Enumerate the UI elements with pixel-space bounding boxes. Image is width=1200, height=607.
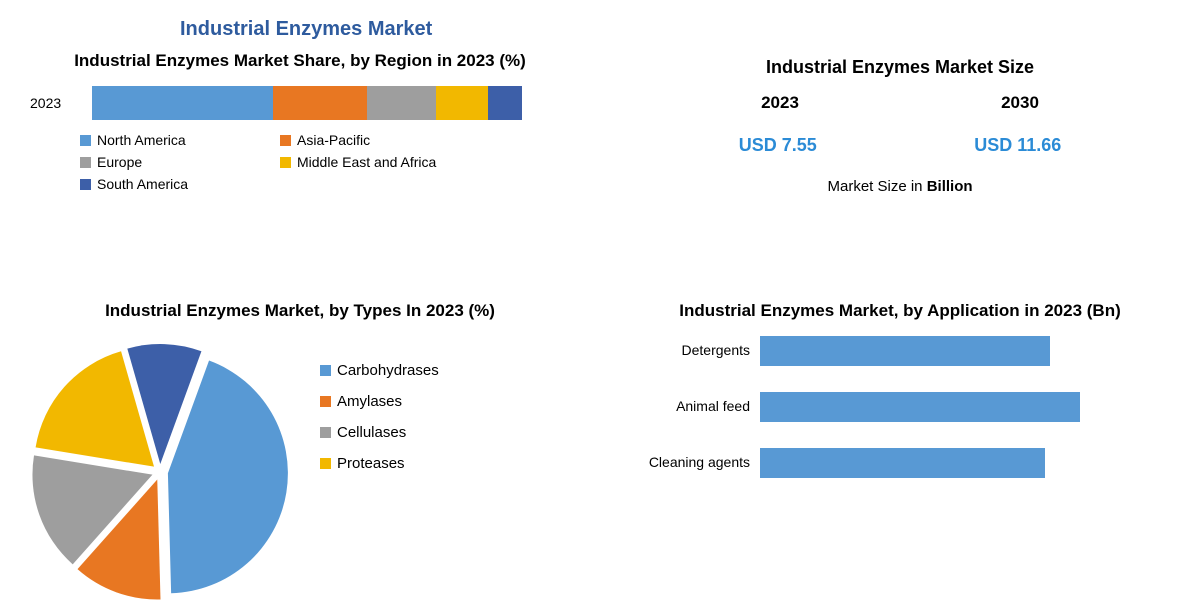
hbar-label: Cleaning agents [640,455,760,470]
legend-label: Europe [97,154,142,170]
hbar-fill [760,448,1045,478]
types-legend-item-0: Carbohydrases [320,362,500,379]
region-stacked-bar [92,86,522,120]
size-years-row: 2023 2030 [660,93,1140,113]
size-year-1: 2030 [1001,93,1039,113]
application-panel: Industrial Enzymes Market, by Applicatio… [600,300,1200,600]
size-value-1: USD 11.66 [974,135,1061,156]
legend-label: Middle East and Africa [297,154,436,170]
types-pie-chart [30,342,290,602]
application-hbar-chart: Detergents Animal feed Cleaning agents [640,336,1160,478]
legend-label: Amylases [337,393,402,410]
types-legend-item-3: Proteases [320,455,500,472]
legend-label: North America [97,132,186,148]
region-year-label: 2023 [30,95,80,111]
region-legend: North America Asia-Pacific Europe Middle Ea… [80,132,570,192]
market-size-panel: Industrial Enzymes Market Size 2023 2030… [600,50,1200,300]
region-segment-1 [273,86,368,120]
size-title: Industrial Enzymes Market Size [660,56,1140,79]
region-legend-item-4: South America [80,176,260,192]
stacked-bar-wrap: 2023 [30,86,570,120]
size-unit-bold: Billion [927,178,973,195]
hbar-track [760,392,1160,422]
legend-label: Proteases [337,455,405,472]
types-title: Industrial Enzymes Market, by Types In 2… [20,300,580,322]
region-legend-item-0: North America [80,132,260,148]
hbar-label: Detergents [640,343,760,358]
region-segment-3 [436,86,488,120]
types-body: Carbohydrases Amylases Cellulases Proteases [20,342,580,602]
hbar-fill [760,336,1050,366]
application-title: Industrial Enzymes Market, by Applicatio… [640,300,1160,322]
size-unit-prefix: Market Size in [827,178,926,195]
types-pie-wrap [30,342,290,602]
region-share-panel: Industrial Enzymes Market Share, by Regi… [0,50,600,300]
legend-swatch [320,458,331,469]
size-values-row: USD 7.55 USD 11.66 [660,135,1140,156]
legend-label: Asia-Pacific [297,132,370,148]
legend-swatch [320,396,331,407]
hbar-label: Animal feed [640,399,760,414]
legend-label: South America [97,176,188,192]
legend-swatch [320,365,331,376]
hbar-row-1: Animal feed [640,392,1160,422]
legend-swatch [280,135,291,146]
region-legend-item-1: Asia-Pacific [280,132,460,148]
region-legend-item-2: Europe [80,154,260,170]
types-panel: Industrial Enzymes Market, by Types In 2… [0,300,600,600]
legend-swatch [80,179,91,190]
size-value-0: USD 7.55 [739,135,817,156]
types-legend-item-1: Amylases [320,393,500,410]
types-legend-item-2: Cellulases [320,424,500,441]
legend-swatch [80,157,91,168]
pie-slice-0 [168,361,288,594]
main-title: Industrial Enzymes Market [0,0,600,50]
legend-swatch [80,135,91,146]
legend-swatch [280,157,291,168]
region-title: Industrial Enzymes Market Share, by Regi… [30,50,570,72]
dashboard-container: Industrial Enzymes Market Industrial Enz… [0,0,1200,600]
size-unit-text: Market Size in Billion [660,178,1140,195]
legend-swatch [320,427,331,438]
hbar-track [760,336,1160,366]
region-legend-item-3: Middle East and Africa [280,154,460,170]
region-segment-4 [488,86,522,120]
legend-label: Cellulases [337,424,406,441]
region-segment-2 [367,86,436,120]
types-legend: Carbohydrases Amylases Cellulases Proteases [320,362,500,602]
region-segment-0 [92,86,273,120]
hbar-row-2: Cleaning agents [640,448,1160,478]
hbar-row-0: Detergents [640,336,1160,366]
size-year-0: 2023 [761,93,799,113]
hbar-track [760,448,1160,478]
hbar-fill [760,392,1080,422]
legend-label: Carbohydrases [337,362,439,379]
